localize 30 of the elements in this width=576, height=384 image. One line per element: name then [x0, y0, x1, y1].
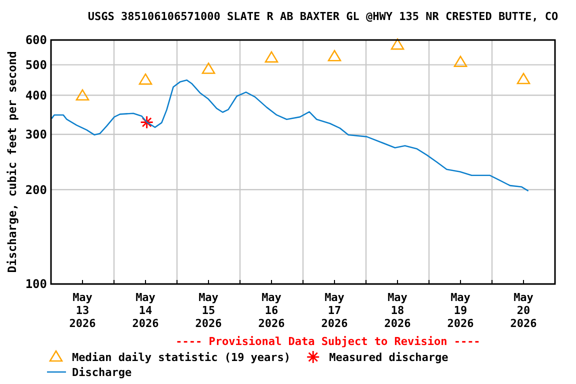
x-tick-label: May 13 2026	[69, 291, 96, 330]
point	[454, 56, 468, 68]
y-tick-label: 100	[25, 277, 47, 292]
y-tick-label: 500	[25, 58, 47, 72]
y-tick-label: 400	[25, 88, 47, 102]
point	[390, 38, 404, 50]
text: ---- Provisional Data Subject to Revision ----	[176, 335, 480, 348]
point	[138, 73, 152, 85]
point	[264, 51, 278, 63]
x-tick-label: May 14 2026	[132, 291, 160, 330]
y-tick-label: 200	[25, 182, 47, 197]
point	[76, 89, 90, 101]
point	[140, 115, 154, 129]
x-tick-label: May 16 2026	[258, 291, 286, 330]
x-tick-label: May 20 2026	[510, 291, 538, 330]
x-tick-label: May 18 2026	[384, 291, 412, 330]
chart-title: USGS 385106106571000 SLATE R AB BAXTER GL @HWY 135 NR CRESTED BUTTE, CO	[88, 10, 558, 23]
x-tick-label: May 17 2026	[321, 291, 348, 330]
line-series	[51, 79, 529, 192]
x-tick-label: May 15 2026	[195, 291, 222, 330]
y-axis-title: Discharge, cubic feet per second	[5, 51, 19, 273]
y-tick-label: 600	[25, 33, 47, 48]
legend-label: Discharge	[72, 366, 132, 379]
y-tick-label: 300	[25, 128, 47, 142]
legend-label: Median daily statistic (19 years)	[72, 351, 291, 364]
x-tick-label: May 19 2026	[447, 291, 474, 330]
point	[202, 62, 216, 74]
point	[328, 50, 342, 62]
legend-label: Measured discharge	[329, 351, 449, 364]
point	[516, 72, 530, 84]
